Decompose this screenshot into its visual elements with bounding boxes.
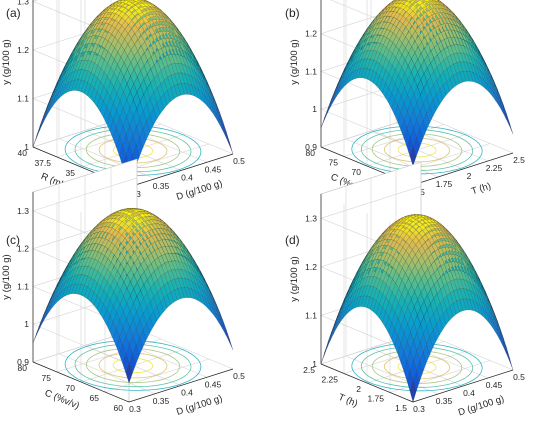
z-tick-label: 1.1 — [305, 66, 317, 76]
x-tick-label: 0.4 — [181, 388, 193, 398]
y-tick-label: 70 — [66, 383, 76, 393]
z-tick-label: 1.2 — [305, 262, 317, 272]
y-tick-label: 70 — [352, 167, 362, 177]
x-tick-label: 0.5 — [233, 156, 245, 166]
z-tick-label: 1 — [24, 142, 29, 152]
floor-gridline — [420, 114, 514, 154]
panel-label: (b) — [285, 6, 300, 20]
y-axis-line — [32, 361, 130, 403]
x-axis-line — [412, 369, 514, 403]
z-tick-label: 1.3 — [305, 213, 317, 223]
y-tick-label: 60 — [114, 403, 124, 413]
x-axis-line — [128, 153, 234, 188]
floor-gridline — [136, 328, 234, 370]
surface-patch — [226, 134, 234, 155]
panel-label: (c) — [6, 233, 20, 247]
z-tick-label: 0.9 — [305, 142, 317, 152]
z-tick-label: 1.3 — [17, 0, 29, 6]
x-tick-label: 2 — [467, 171, 472, 181]
y-tick-label: 80 — [306, 148, 316, 158]
x-axis-line — [128, 368, 234, 403]
x-tick-label: 0.4 — [463, 388, 475, 398]
z-tick-label: 1.2 — [305, 29, 317, 39]
surface-patch — [226, 332, 234, 351]
y-axis-label: C (%v/v) — [43, 388, 81, 412]
y-tick-label: 2.5 — [303, 365, 315, 375]
z-tick-label: 1 — [312, 104, 317, 114]
y-tick-label: 40 — [18, 148, 28, 158]
z-tick-label: 1.2 — [17, 244, 29, 254]
x-tick-label: 0.5 — [233, 371, 245, 381]
y-axis-line — [320, 363, 414, 403]
surface-patch — [506, 350, 514, 371]
z-axis-label: y (g/100 g) — [289, 256, 300, 301]
y-tick-label: 2 — [356, 384, 361, 394]
panel-label: (d) — [285, 233, 300, 247]
surface-mesh — [32, 0, 234, 188]
z-tick-label: 0.9 — [17, 357, 29, 367]
x-tick-label: 2.5 — [513, 155, 525, 165]
x-tick-label: 1.75 — [436, 179, 453, 189]
z-tick-label: 1.3 — [305, 0, 317, 1]
z-tick-label: 1.2 — [17, 45, 29, 55]
z-tick-label: 1.1 — [305, 310, 317, 320]
x-tick-label: 0.35 — [153, 396, 170, 406]
surface-mesh — [320, 214, 514, 403]
surface-patch — [503, 109, 510, 127]
z-tick-label: 1.1 — [17, 281, 29, 291]
panel-label: (a) — [6, 6, 21, 20]
surface-patch — [506, 116, 514, 135]
z-axis-label: y (g/100 g) — [1, 39, 12, 84]
y-tick-label: 1.5 — [395, 403, 407, 413]
x-tick-label: 0.3 — [413, 404, 425, 414]
z-tick-label: 1.3 — [17, 206, 29, 216]
y-axis-label: T (h) — [337, 392, 360, 410]
surface-patch — [222, 325, 230, 343]
surface-patch — [503, 342, 510, 362]
x-tick-label: 0.3 — [129, 404, 141, 414]
z-axis-label: y (g/100 g) — [289, 39, 300, 84]
x-axis-line — [412, 152, 514, 186]
x-tick-label: 2.25 — [486, 163, 503, 173]
z-tick-label: 1.1 — [17, 93, 29, 103]
y-tick-label: 65 — [90, 393, 100, 403]
x-tick-label: 0.45 — [486, 380, 503, 390]
y-tick-label: 2.25 — [321, 375, 338, 385]
surface-mesh — [32, 208, 234, 384]
z-axis-label: y (g/100 g) — [1, 254, 12, 299]
x-tick-label: 0.4 — [181, 173, 193, 183]
x-tick-label: 0.5 — [513, 372, 525, 382]
y-tick-label: 35 — [66, 168, 76, 178]
x-tick-label: 0.45 — [205, 164, 222, 174]
y-tick-label: 75 — [42, 373, 52, 383]
y-tick-label: 1.75 — [367, 394, 384, 404]
surface-mesh — [320, 0, 514, 167]
y-tick-label: 75 — [329, 158, 339, 168]
x-axis-label: T (h) — [470, 181, 492, 198]
z-tick-label: 1 — [24, 319, 29, 329]
x-tick-label: 0.45 — [205, 379, 222, 389]
y-tick-label: 80 — [18, 363, 28, 373]
surface-patch — [222, 126, 230, 146]
x-tick-label: 0.35 — [153, 181, 170, 191]
x-tick-label: 0.35 — [436, 396, 453, 406]
y-tick-label: 37.5 — [34, 158, 51, 168]
z-tick-label: 1 — [312, 359, 317, 369]
